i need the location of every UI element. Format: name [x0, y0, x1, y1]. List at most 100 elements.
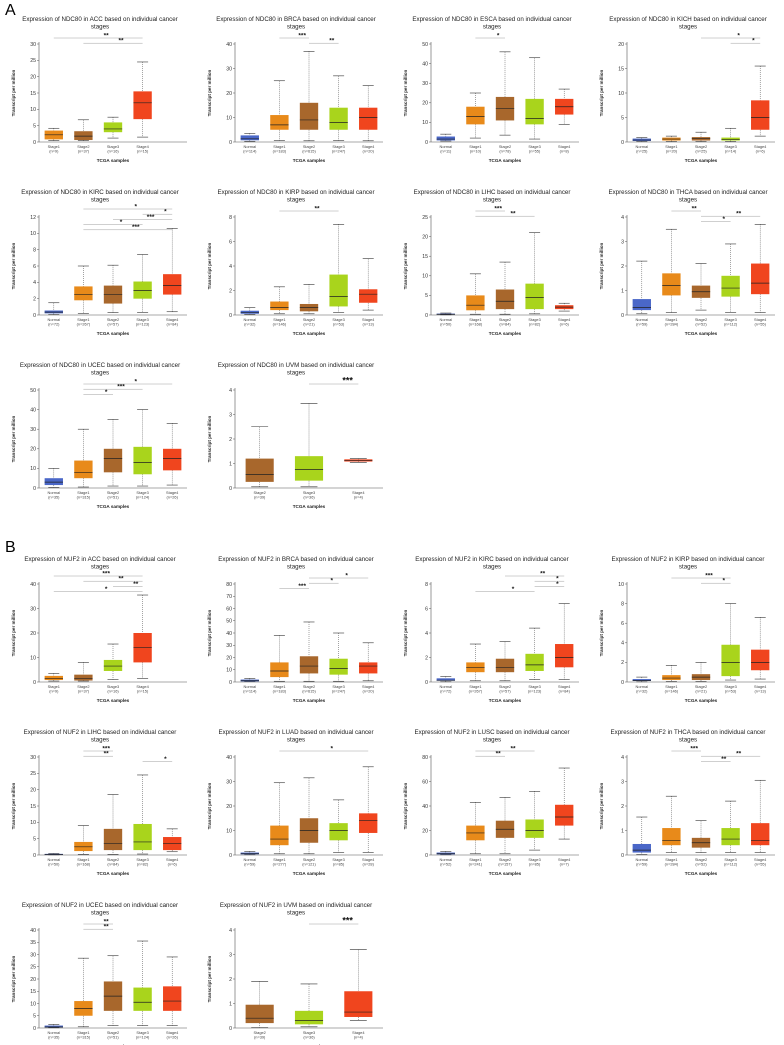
x-category-count: (n=35): [48, 1035, 60, 1040]
significance-label: ***: [147, 214, 155, 221]
x-category-count: (n=124): [136, 1035, 150, 1040]
x-category-label: Normal: [440, 317, 453, 322]
chart-title: Expression of NDC80 in UCEC based on ind…: [20, 362, 180, 369]
y-tick-label: 20: [30, 631, 36, 637]
box-body: [294, 456, 324, 481]
y-tick-label: 10: [226, 115, 232, 121]
x-category-label: Stage2: [303, 144, 315, 149]
x-category-label: Stage3: [303, 490, 315, 495]
x-category-count: (n=25): [636, 149, 648, 154]
box-body: [44, 675, 63, 681]
y-tick-label: 0: [229, 680, 232, 686]
x-category-label: Normal: [440, 144, 453, 149]
significance-label: *: [105, 389, 108, 396]
box-stage2: Stage2(n=51): [103, 955, 123, 1040]
y-tick-label: 10: [422, 274, 428, 280]
y-tick-label: 4: [621, 215, 624, 221]
significance-label: *: [556, 581, 559, 588]
box-body: [74, 674, 93, 681]
y-axis-label: Transcript per million: [11, 242, 16, 289]
y-tick-label: 0: [425, 680, 428, 686]
box-body: [329, 823, 348, 841]
x-category-label: Stage2: [77, 684, 89, 689]
x-category-label: Normal: [636, 144, 649, 149]
box-body: [270, 825, 289, 846]
box-body: [74, 460, 93, 479]
box-stage3: Stage3(n=16): [103, 643, 123, 694]
y-axis-label: Transcript per million: [207, 955, 212, 1002]
y-tick-label: 15: [422, 254, 428, 260]
box-stage1: Stage1(n=183): [270, 80, 289, 154]
box-stage1: Stage1(n=168): [74, 825, 93, 867]
x-axis-label: TCGA samples: [97, 158, 130, 163]
significance-label: ***: [132, 224, 140, 231]
y-tick-label: 0: [621, 853, 624, 859]
x-category-label: Stage3: [528, 857, 540, 862]
y-tick-label: 20: [618, 42, 624, 48]
x-category-count: (n=183): [273, 689, 287, 694]
x-category-count: (n=50): [48, 862, 60, 867]
x-category-label: Stage3: [528, 684, 540, 689]
box-body: [495, 658, 515, 673]
significance-label: *: [752, 38, 755, 45]
box-body: [299, 102, 319, 130]
x-axis-label: TCGA samples: [293, 698, 326, 703]
significance-label: *: [105, 586, 108, 593]
x-category-label: Stage3: [332, 144, 344, 149]
x-category-label: Stage4: [136, 684, 149, 689]
x-category-label: Stage4: [362, 684, 375, 689]
x-category-label: Normal: [48, 857, 61, 862]
box-body: [270, 115, 289, 130]
chart-title: Expression of NDC80 in KIRC based on ind…: [21, 189, 179, 196]
chart-title: Expression of NDC80 in LIHC based on ind…: [414, 189, 571, 196]
box-stage1: Stage1(n=9): [44, 673, 63, 694]
x-category-label: Stage3: [724, 684, 736, 689]
box-body: [163, 448, 182, 471]
box-body: [103, 828, 123, 851]
x-category-label: Stage2: [499, 317, 511, 322]
box-stage4: Stage4(n=84): [163, 228, 182, 327]
x-category-count: (n=59): [636, 862, 648, 867]
x-category-count: (n=32): [636, 689, 648, 694]
x-category-count: (n=59): [244, 862, 256, 867]
box-stage2: Stage2(n=78): [495, 51, 515, 154]
x-category-label: Normal: [244, 144, 257, 149]
x-category-label: Stage2: [253, 490, 265, 495]
boxplot-10: Expression of NUF2 in ACC based on indiv…: [11, 556, 187, 703]
x-category-count: (n=50): [440, 322, 452, 327]
x-category-count: (n=39): [254, 495, 266, 500]
box-stage2: Stage2(n=84): [103, 794, 123, 867]
y-tick-label: 30: [226, 66, 232, 72]
chart-title: Expression of NDC80 in KICH based on ind…: [609, 16, 767, 23]
x-category-count: (n=51): [107, 1035, 119, 1040]
box-body: [721, 275, 740, 297]
x-category-label: Normal: [440, 857, 453, 862]
x-category-label: Stage1: [469, 317, 481, 322]
x-category-count: (n=20): [363, 689, 375, 694]
x-category-label: Normal: [48, 1030, 61, 1035]
x-category-count: (n=315): [77, 495, 91, 500]
x-category-label: Normal: [244, 317, 257, 322]
x-axis-label: TCGA samples: [685, 871, 718, 876]
x-category-label: Stage4: [558, 317, 571, 322]
box-stage4: Stage4(n=8): [555, 88, 574, 154]
chart-title: Expression of NUF2 in LIHC based on indi…: [24, 729, 177, 736]
y-tick-label: 0: [229, 313, 232, 319]
x-category-count: (n=20): [666, 149, 678, 154]
chart-title: stages: [287, 370, 305, 377]
x-category-label: Stage4: [166, 1030, 179, 1035]
x-category-label: Stage3: [136, 857, 148, 862]
box-stage1: Stage1(n=284): [662, 795, 681, 867]
x-category-count: (n=55): [529, 149, 541, 154]
y-tick-label: 4: [229, 388, 232, 394]
significance-label: *: [331, 578, 334, 585]
box-stage1: Stage1(n=9): [44, 127, 63, 154]
x-category-label: Stage1: [77, 490, 89, 495]
y-tick-label: 0: [621, 313, 624, 319]
x-category-count: (n=55): [755, 322, 767, 327]
x-category-count: (n=4): [354, 495, 364, 500]
boxplot-2: Expression of NDC80 in ESCA based on ind…: [403, 16, 579, 163]
boxplot-9: Expression of NDC80 in UVM based on indi…: [207, 362, 383, 509]
box-stage3: Stage3(n=36): [294, 403, 324, 500]
